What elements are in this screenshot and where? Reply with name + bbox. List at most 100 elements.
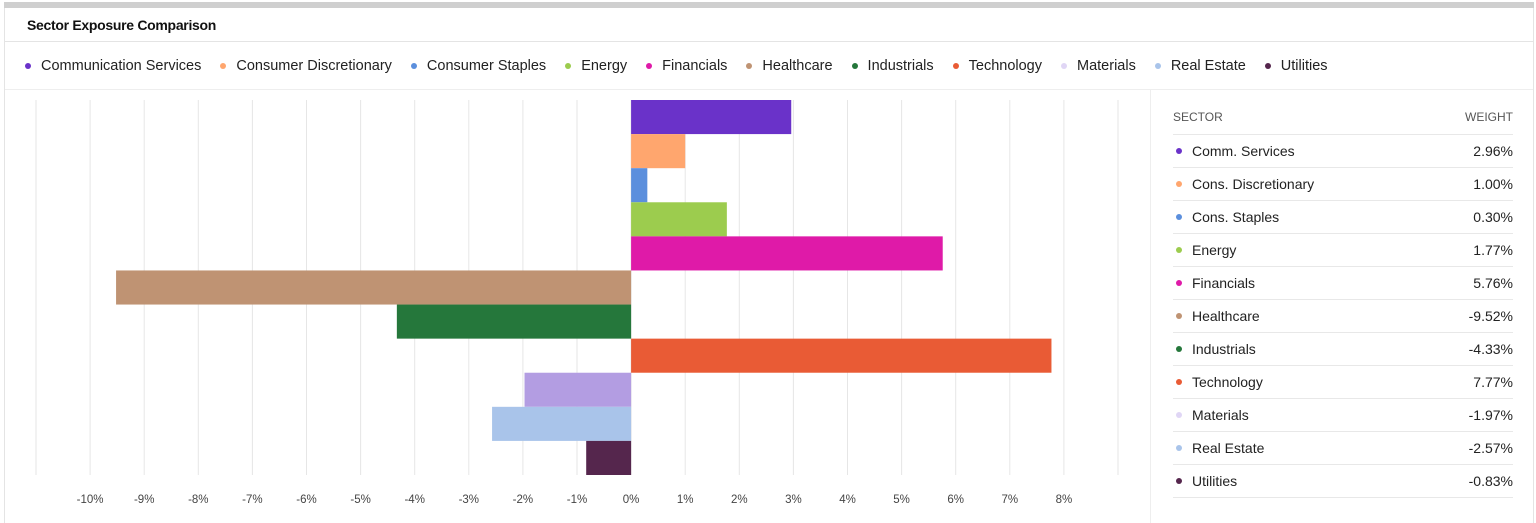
x-tick-label: -9% bbox=[134, 494, 154, 506]
sector-weight: 7.77% bbox=[1473, 374, 1513, 390]
x-tick-label: 6% bbox=[947, 494, 964, 506]
sector-name: Cons. Staples bbox=[1192, 209, 1280, 225]
legend-dot-icon bbox=[1154, 63, 1161, 69]
legend-label: Financials bbox=[662, 58, 728, 74]
x-tick-label: 2% bbox=[731, 494, 748, 506]
table-row: Materials -1.97% bbox=[1173, 399, 1513, 432]
sector-name: Healthcare bbox=[1192, 308, 1260, 324]
sector-dot-icon bbox=[1176, 247, 1182, 253]
table-row: Industrials -4.33% bbox=[1173, 333, 1513, 366]
legend-item[interactable]: Utilities bbox=[1264, 58, 1328, 74]
legend-label: Industrials bbox=[867, 58, 934, 74]
sector-name: Materials bbox=[1192, 407, 1249, 423]
legend-label: Communication Services bbox=[41, 58, 202, 74]
table-row: Real Estate -2.57% bbox=[1173, 432, 1513, 465]
bar-technology[interactable] bbox=[631, 338, 1052, 373]
bar-industrials[interactable] bbox=[396, 304, 632, 339]
legend-label: Utilities bbox=[1280, 58, 1328, 74]
x-tick-label: -4% bbox=[404, 494, 424, 506]
legend-dot-icon bbox=[220, 63, 227, 69]
legend-label: Real Estate bbox=[1170, 58, 1246, 74]
legend-item[interactable]: Financials bbox=[646, 58, 727, 74]
bar-consumer-staples[interactable] bbox=[631, 168, 648, 203]
legend-item[interactable]: Consumer Staples bbox=[410, 58, 546, 74]
bar-consumer-discretionary[interactable] bbox=[631, 134, 686, 169]
chart-card: Sector Exposure Comparison Communication… bbox=[4, 8, 1534, 523]
x-tick-label: 0% bbox=[623, 494, 640, 506]
sector-dot-icon bbox=[1176, 313, 1182, 319]
table-row: Comm. Services 2.96% bbox=[1173, 135, 1513, 168]
table-row: Technology 7.77% bbox=[1173, 366, 1513, 399]
legend-dot-icon bbox=[410, 63, 417, 69]
legend-item[interactable]: Healthcare bbox=[746, 58, 833, 74]
bar-communication-services[interactable] bbox=[631, 100, 792, 135]
legend-dot-icon bbox=[851, 63, 858, 69]
legend-item[interactable]: Communication Services bbox=[25, 58, 201, 74]
sector-dot-icon bbox=[1176, 412, 1182, 418]
legend-dot-icon bbox=[952, 63, 959, 69]
table-row: Cons. Discretionary 1.00% bbox=[1173, 168, 1513, 201]
sector-dot-icon bbox=[1176, 379, 1182, 385]
x-tick-label: 5% bbox=[893, 494, 910, 506]
bar-chart: -10% -9% -8% -7% -6% -5% -4% -3% -2% -1% 0% 1% 2% 3% 4… bbox=[35, 100, 1119, 506]
sector-weight: -4.33% bbox=[1468, 341, 1513, 357]
bar-healthcare[interactable] bbox=[116, 270, 632, 305]
x-tick-label: 4% bbox=[839, 494, 856, 506]
table-row: Financials 5.76% bbox=[1173, 267, 1513, 300]
table-header: SECTOR WEIGHT bbox=[1173, 99, 1513, 135]
table-row: Healthcare -9.52% bbox=[1173, 300, 1513, 333]
legend-dot-icon bbox=[646, 63, 653, 69]
header-weight: WEIGHT bbox=[1465, 109, 1513, 124]
legend-dot-icon bbox=[746, 63, 753, 69]
sector-weight: -2.57% bbox=[1468, 440, 1513, 456]
sector-name: Real Estate bbox=[1192, 440, 1265, 456]
sector-weight: 2.96% bbox=[1473, 143, 1513, 159]
legend-item[interactable]: Industrials bbox=[851, 58, 934, 74]
legend-label: Healthcare bbox=[762, 58, 833, 74]
sector-name: Financials bbox=[1192, 275, 1256, 291]
sector-dot-icon bbox=[1176, 214, 1182, 220]
legend-label: Consumer Discretionary bbox=[236, 58, 392, 74]
legend-item[interactable]: Real Estate bbox=[1154, 58, 1246, 74]
x-tick-label: -5% bbox=[350, 494, 370, 506]
x-tick-label: 7% bbox=[1001, 494, 1018, 506]
weights-table: SECTOR WEIGHT Comm. Services 2.96% Cons. D… bbox=[1173, 99, 1513, 498]
divider bbox=[5, 89, 1533, 90]
sector-name: Energy bbox=[1192, 242, 1237, 258]
legend-label: Energy bbox=[581, 58, 628, 74]
sector-dot-icon bbox=[1176, 280, 1182, 286]
legend-item[interactable]: Materials bbox=[1061, 58, 1136, 74]
bar-real-estate[interactable] bbox=[492, 406, 632, 441]
sector-weight: 0.30% bbox=[1473, 209, 1513, 225]
bar-materials[interactable] bbox=[524, 372, 632, 407]
bar-energy[interactable] bbox=[631, 202, 727, 237]
sector-name: Cons. Discretionary bbox=[1192, 176, 1315, 192]
sector-dot-icon bbox=[1176, 346, 1182, 352]
sector-weight: 1.00% bbox=[1473, 176, 1513, 192]
sector-dot-icon bbox=[1176, 478, 1182, 484]
legend-dot-icon bbox=[25, 63, 31, 69]
table-row: Cons. Staples 0.30% bbox=[1173, 201, 1513, 234]
sector-weight: -1.97% bbox=[1468, 407, 1513, 423]
sector-name: Utilities bbox=[1192, 473, 1238, 489]
sector-weight: -0.83% bbox=[1468, 473, 1513, 489]
legend-dot-icon bbox=[1264, 63, 1271, 69]
legend-label: Materials bbox=[1077, 58, 1136, 74]
x-tick-label: -6% bbox=[296, 494, 316, 506]
bar-financials[interactable] bbox=[631, 236, 943, 271]
sector-weight: 5.76% bbox=[1473, 275, 1513, 291]
x-tick-label: -3% bbox=[459, 494, 479, 506]
chart-legend: Communication Services Consumer Discretio… bbox=[25, 58, 1347, 74]
legend-item[interactable]: Consumer Discretionary bbox=[220, 58, 392, 74]
sector-name: Comm. Services bbox=[1192, 143, 1295, 159]
sector-dot-icon bbox=[1176, 445, 1182, 451]
sector-dot-icon bbox=[1176, 148, 1182, 154]
x-tick-label: -1% bbox=[567, 494, 587, 506]
divider bbox=[1150, 90, 1151, 523]
legend-item[interactable]: Technology bbox=[952, 58, 1042, 74]
table-row: Energy 1.77% bbox=[1173, 234, 1513, 267]
bar-utilities[interactable] bbox=[586, 440, 632, 475]
sector-weight: 1.77% bbox=[1473, 242, 1513, 258]
legend-item[interactable]: Energy bbox=[565, 58, 627, 74]
sector-name: Technology bbox=[1192, 374, 1263, 390]
